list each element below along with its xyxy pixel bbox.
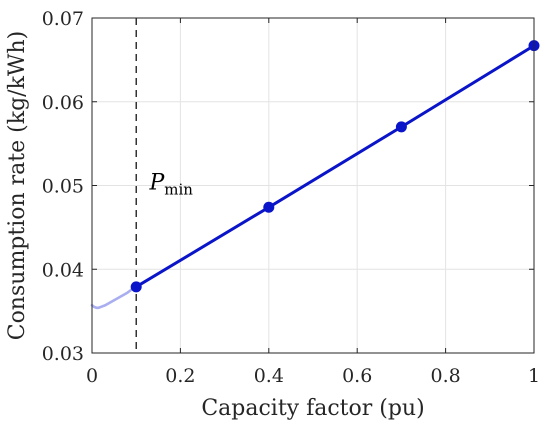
x-tick-label: 0.4 — [254, 365, 284, 387]
y-tick-label: 0.04 — [42, 259, 84, 281]
ticks — [91, 17, 535, 354]
data-point — [130, 281, 142, 293]
grid — [92, 18, 534, 353]
x-tick-label: 0.2 — [165, 365, 195, 387]
data-point — [395, 121, 407, 133]
y-tick-label: 0.05 — [42, 176, 84, 198]
annotation-subscript: min — [164, 181, 193, 199]
y-tick-label: 0.07 — [42, 8, 84, 30]
y-tick-label: 0.03 — [42, 343, 84, 365]
annotation-base: P — [148, 171, 165, 196]
y-axis-label: Consumption rate (kg/kWh) — [5, 31, 30, 341]
data-point — [263, 201, 275, 213]
x-tick-label: 0.8 — [430, 365, 460, 387]
tick-labels: 0 0.2 0.4 0.6 0.8 1 0.03 0.04 0.05 0.06 0.07 — [42, 8, 540, 387]
y-tick-label: 0.06 — [42, 92, 84, 114]
x-axis-label: Capacity factor (pu) — [201, 396, 424, 421]
x-tick-label: 0.6 — [342, 365, 372, 387]
series-line-faded — [90, 285, 138, 310]
x-tick-label: 0 — [86, 365, 98, 387]
x-tick-label: 1 — [528, 365, 540, 387]
series-line-main — [134, 44, 536, 289]
annotation-pmin: Pmin — [148, 171, 193, 199]
